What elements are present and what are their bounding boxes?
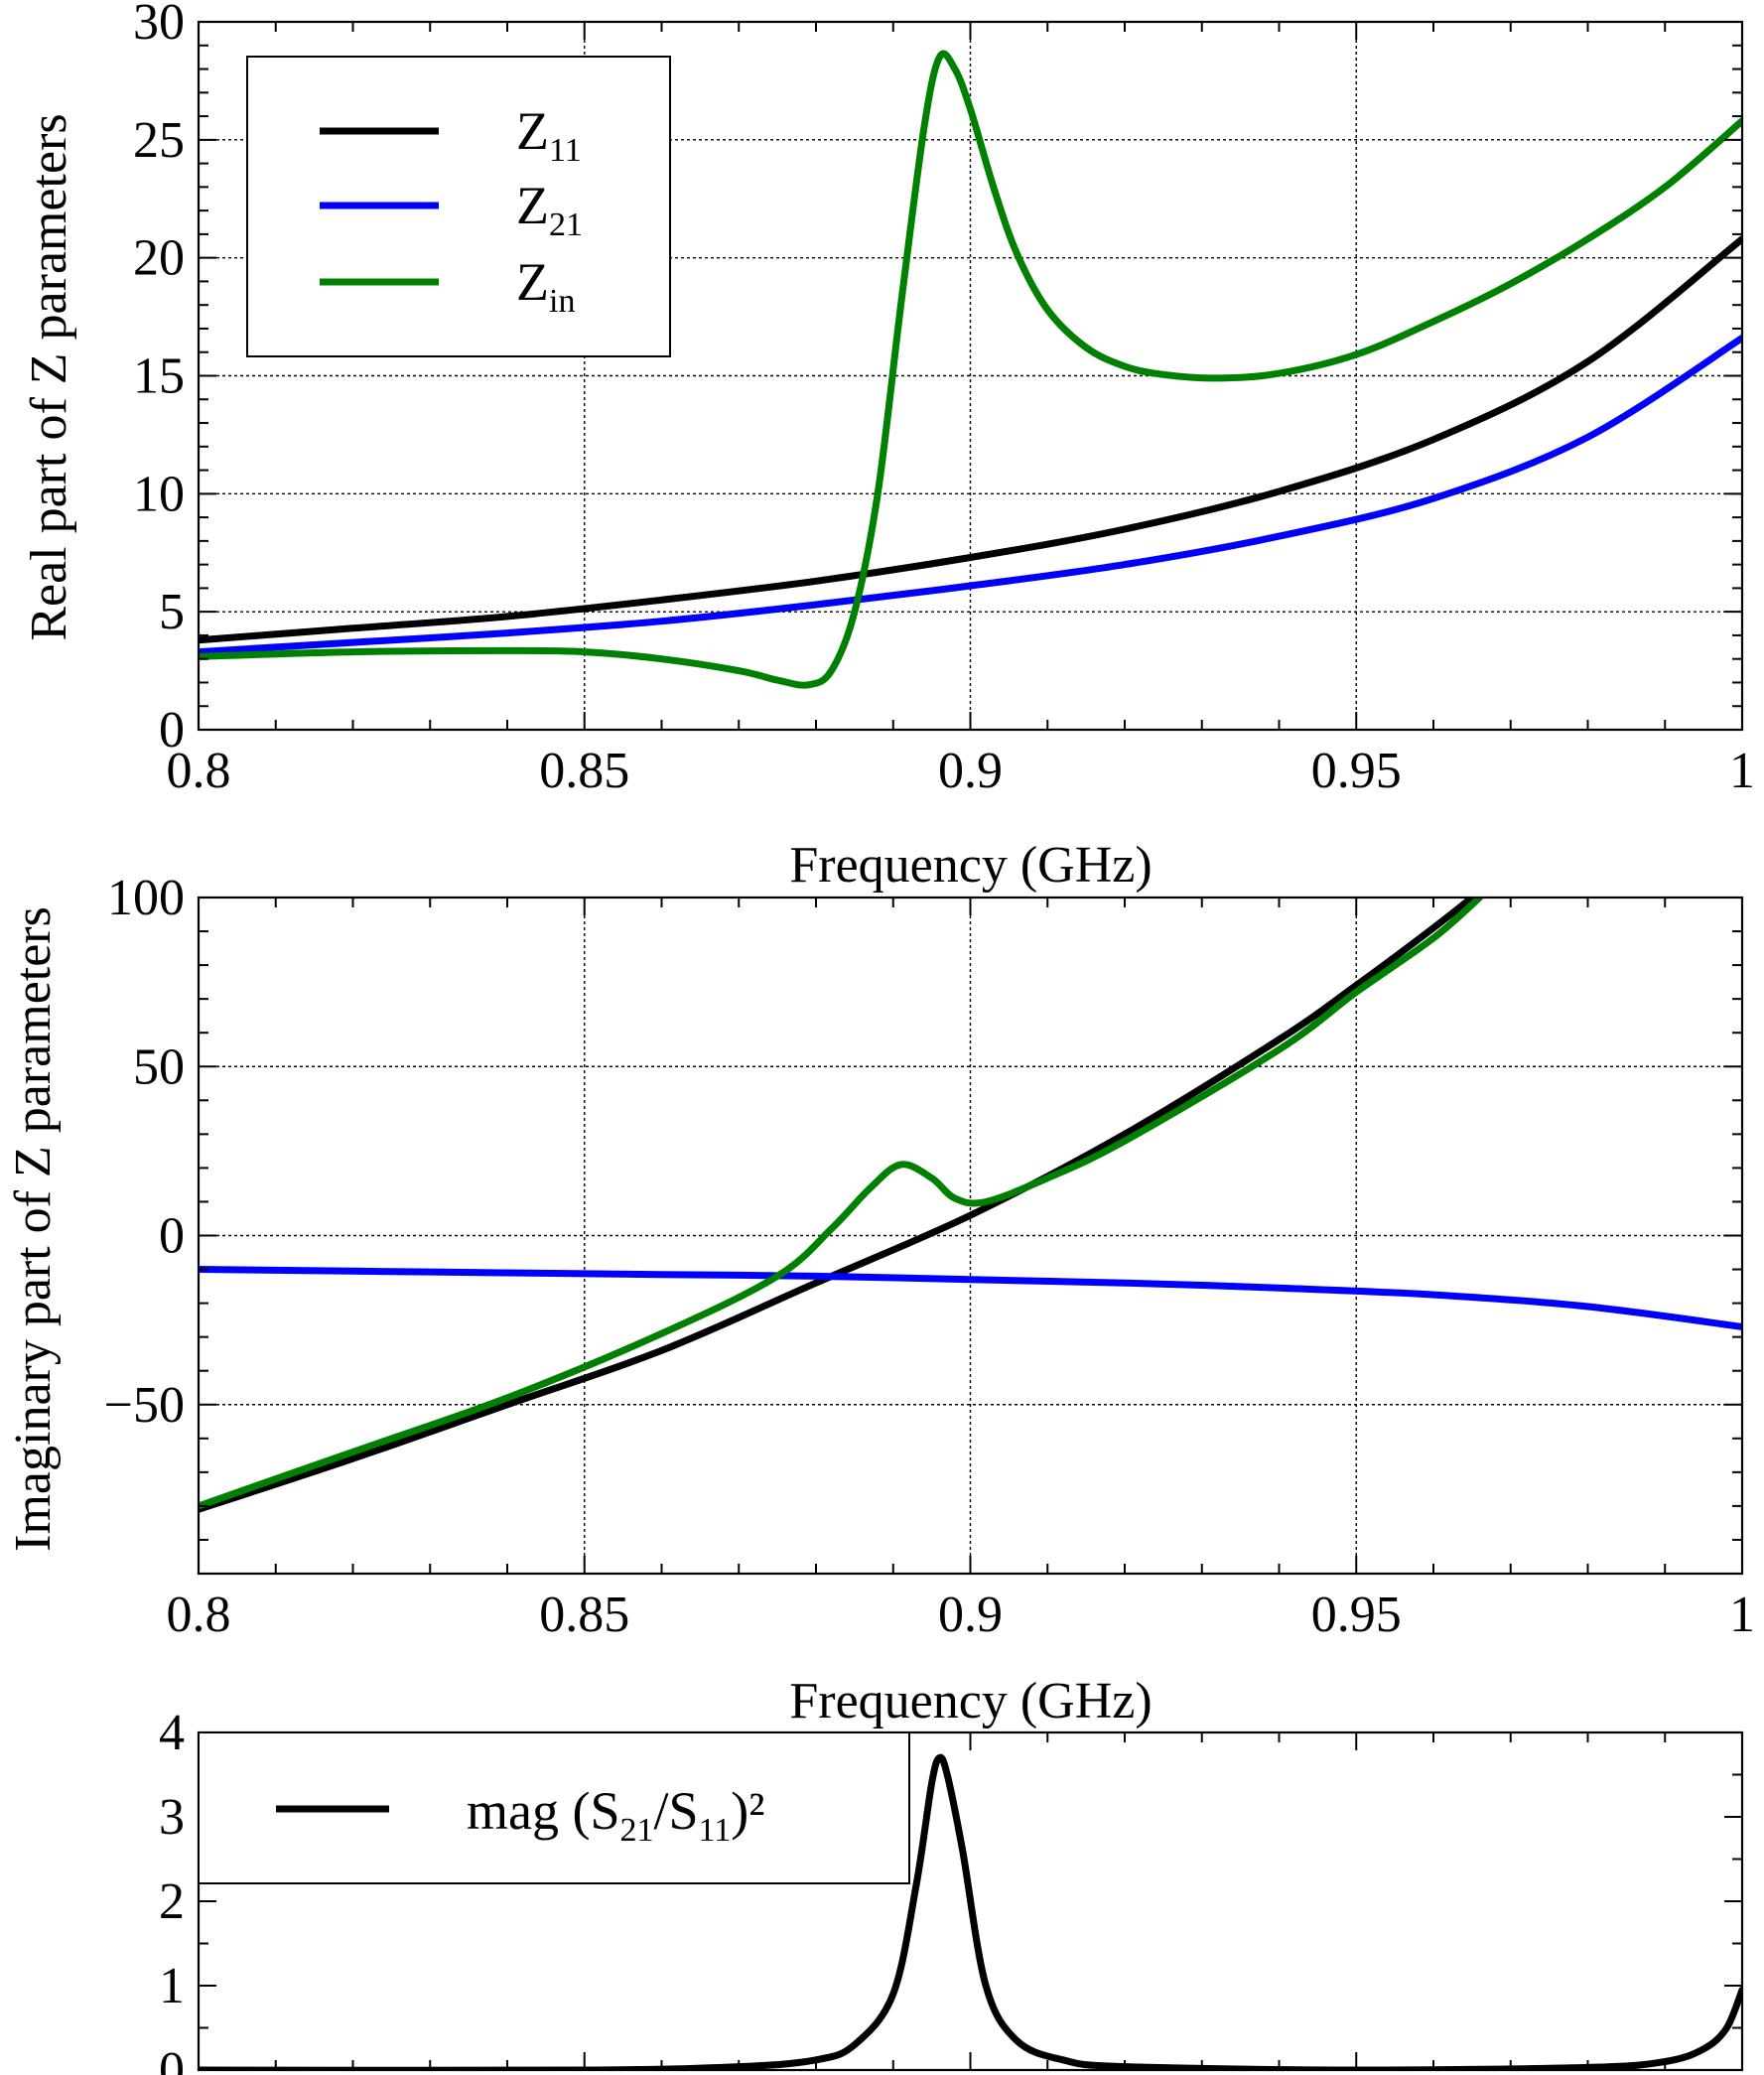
real-part-y-tick-label: 20 xyxy=(133,230,185,287)
real-part-y-tick-label: 10 xyxy=(133,466,185,522)
real-part-x-axis-label: Frequency (GHz) xyxy=(789,837,1152,894)
imaginary-part-x-tick-labels: 0.8 0.85 0.9 0.95 1 xyxy=(167,1587,1756,1643)
real-part-y-tick-label: 0 xyxy=(159,702,185,759)
imaginary-part-y-tick-label: 100 xyxy=(107,870,185,926)
real-part-y-tick-label: 25 xyxy=(133,112,185,169)
imaginary-part-x-tick-label: 0.85 xyxy=(539,1587,629,1643)
imaginary-part-x-tick-label: 0.8 xyxy=(167,1587,231,1643)
real-part-chart: 0.8 0.85 0.9 0.95 1 0 5 10 15 20 25 30 Real part o… xyxy=(21,0,1755,894)
imaginary-part-x-axis-label: Frequency (GHz) xyxy=(789,1673,1152,1729)
imaginary-part-x-tick-label: 0.9 xyxy=(938,1587,1003,1643)
imaginary-part-y-tick-label: 0 xyxy=(159,1208,185,1265)
s-ratio-legend: mag (S21/S11)² xyxy=(198,1731,910,1884)
real-part-series-z21 xyxy=(199,335,1742,656)
imaginary-part-series-z11 xyxy=(199,898,1476,1513)
real-part-y-tick-label: 30 xyxy=(133,0,185,51)
imaginary-part-x-tick-label: 0.95 xyxy=(1311,1587,1402,1643)
real-part-x-tick-label: 0.9 xyxy=(938,743,1003,799)
legend-label-zin: Zin xyxy=(516,252,575,320)
imaginary-part-y-tick-labels: −50 0 50 100 xyxy=(104,870,185,1434)
s-ratio-y-tick-label: 0 xyxy=(159,2042,185,2075)
real-part-y-tick-label: 15 xyxy=(133,348,185,405)
real-part-x-tick-label: 0.8 xyxy=(167,743,231,799)
real-part-series xyxy=(199,50,1742,689)
s-ratio-y-tick-label: 3 xyxy=(159,1789,185,1846)
real-part-x-tick-label: 1 xyxy=(1729,743,1755,799)
real-part-legend: Z11 Z21 Zin xyxy=(246,56,671,357)
real-part-x-tick-labels: 0.8 0.85 0.9 0.95 1 xyxy=(167,743,1756,799)
legend-box xyxy=(246,56,671,357)
real-part-x-tick-label: 0.85 xyxy=(539,743,629,799)
imaginary-part-y-tick-label: 50 xyxy=(133,1038,185,1095)
s-ratio-y-tick-labels: 0 1 2 3 4 xyxy=(159,1705,185,2075)
s-ratio-y-tick-label: 1 xyxy=(159,1958,185,2014)
s-ratio-chart: 0 1 2 3 4 mag (S21/S11)² xyxy=(159,1705,1744,2075)
legend-label-z11: Z11 xyxy=(516,101,582,169)
imaginary-part-series-zin xyxy=(199,898,1484,1510)
imaginary-part-y-tick-label: −50 xyxy=(104,1377,185,1434)
real-part-x-tick-label: 0.95 xyxy=(1311,743,1402,799)
s-ratio-y-tick-label: 2 xyxy=(159,1873,185,1930)
real-part-y-axis-label: Real part of Z parameters xyxy=(21,113,77,640)
imaginary-part-x-tick-label: 1 xyxy=(1729,1587,1755,1643)
real-part-ticks xyxy=(198,21,1743,731)
imaginary-part-chart: 0.8 0.85 0.9 0.95 1 −50 0 50 100 Imaginary part… xyxy=(5,870,1755,1729)
imaginary-part-series-z21 xyxy=(199,1266,1742,1330)
real-part-series-z11 xyxy=(199,235,1742,644)
imaginary-part-grid xyxy=(199,898,1742,1574)
imaginary-part-y-axis-label: Imaginary part of Z parameters xyxy=(5,906,62,1552)
legend-label-z21: Z21 xyxy=(516,176,583,243)
s-ratio-y-tick-label: 4 xyxy=(159,1705,185,1761)
legend-label-s-ratio: mag (S21/S11)² xyxy=(467,1781,764,1849)
real-part-series-zin xyxy=(199,50,1742,689)
real-part-y-tick-labels: 0 5 10 15 20 25 30 xyxy=(133,0,185,759)
imaginary-part-ticks xyxy=(198,897,1743,1575)
imaginary-part-series xyxy=(199,898,1742,1513)
real-part-y-tick-label: 5 xyxy=(159,584,185,640)
